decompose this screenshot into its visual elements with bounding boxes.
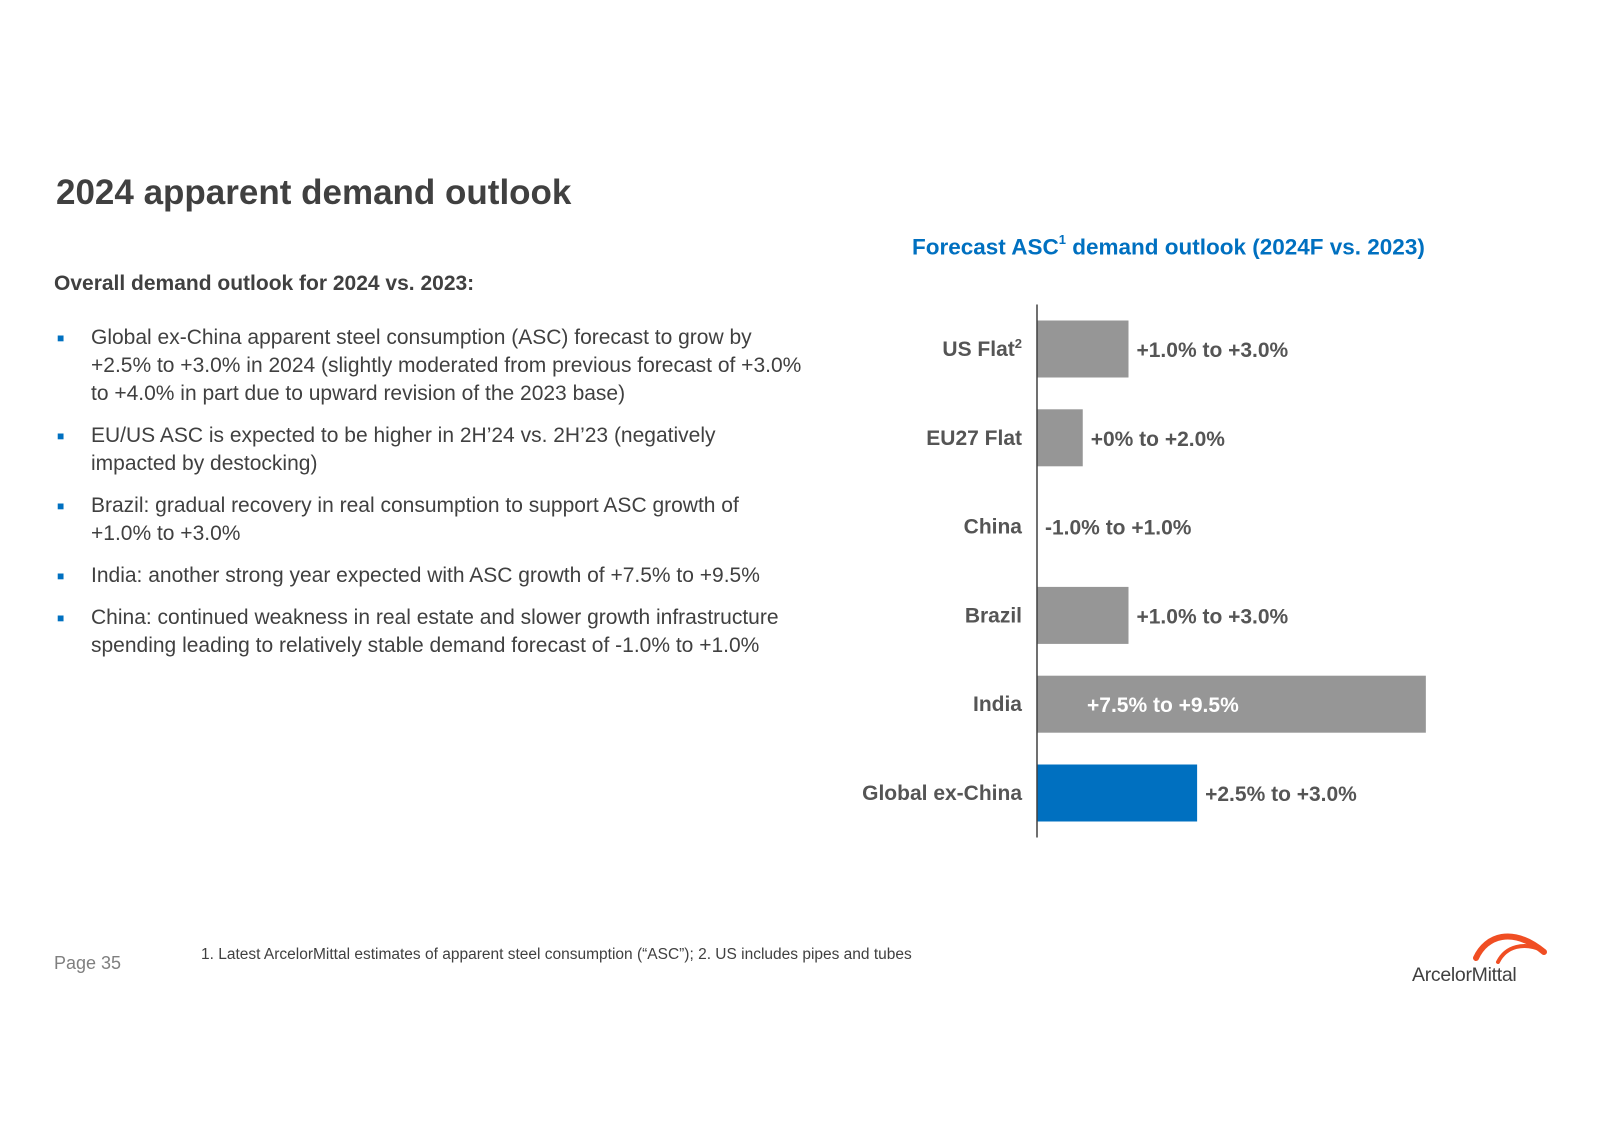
- data-label: -1.0% to +1.0%: [1045, 517, 1192, 540]
- data-label: +0% to +2.0%: [1091, 428, 1226, 451]
- data-label: +7.5% to +9.5%: [1087, 694, 1239, 717]
- bar-3: [1037, 586, 1129, 644]
- bullet-text: Brazil: gradual recovery in real consump…: [91, 494, 739, 545]
- category-label: Brazil: [965, 604, 1022, 627]
- square-bullet-icon: ■: [57, 331, 65, 345]
- data-label: +2.5% to +3.0%: [1205, 783, 1357, 806]
- category-label: EU27 Flat: [926, 427, 1022, 450]
- square-bullet-icon: ■: [57, 499, 65, 513]
- chart-title: Forecast ASC1 demand outlook (2024F vs. …: [912, 232, 1425, 261]
- arcelormittal-logo: ArcelorMittal: [1412, 928, 1552, 992]
- chart-title-rest: demand outlook (2024F vs. 2023): [1065, 234, 1425, 260]
- bar-4: [1037, 675, 1426, 733]
- bullet-item: ■ India: another strong year expected wit…: [54, 562, 804, 590]
- bar-0: [1037, 320, 1129, 378]
- chart-title-footnote-marker: 1: [1058, 232, 1066, 247]
- demand-outlook-bar-chart: US Flat2 +1.0% to +3.0% EU27 Flat +0% to +2…: [862, 304, 1426, 838]
- square-bullet-icon: ■: [57, 569, 65, 583]
- footnote: 1. Latest ArcelorMittal estimates of app…: [201, 946, 912, 963]
- category-label: US Flat2: [942, 336, 1022, 361]
- bar-5: [1037, 764, 1198, 822]
- page-number: Page 35: [54, 953, 122, 973]
- bullet-text: Global ex-China apparent steel consumpti…: [91, 326, 802, 405]
- category-label: China: [964, 516, 1023, 539]
- bullet-item: ■ EU/US ASC is expected to be higher in 2…: [54, 422, 804, 478]
- data-label: +1.0% to +3.0%: [1136, 339, 1288, 362]
- category-label: Global ex-China: [862, 782, 1022, 805]
- bullet-item: ■ China: continued weakness in real estat…: [54, 604, 804, 660]
- chart-title-main: Forecast ASC: [912, 234, 1059, 260]
- page-title: 2024 apparent demand outlook: [56, 173, 572, 212]
- category-label: India: [973, 693, 1022, 716]
- bullet-item: ■ Global ex-China apparent steel consumpt…: [54, 324, 804, 408]
- data-label: +1.0% to +3.0%: [1136, 605, 1288, 628]
- square-bullet-icon: ■: [57, 611, 65, 625]
- bullet-list: ■ Global ex-China apparent steel consumpt…: [54, 324, 804, 674]
- bullet-text: India: another strong year expected with…: [91, 564, 760, 587]
- bullet-text: EU/US ASC is expected to be higher in 2H…: [91, 424, 716, 475]
- bullet-item: ■ Brazil: gradual recovery in real consum…: [54, 492, 804, 548]
- section-subtitle: Overall demand outlook for 2024 vs. 2023…: [54, 272, 475, 295]
- logo-swoosh-icon: [1473, 933, 1547, 964]
- square-bullet-icon: ■: [57, 429, 65, 443]
- bullet-text: China: continued weakness in real estate…: [91, 606, 779, 657]
- logo-text: ArcelorMittal: [1412, 964, 1517, 986]
- bar-1: [1037, 409, 1083, 467]
